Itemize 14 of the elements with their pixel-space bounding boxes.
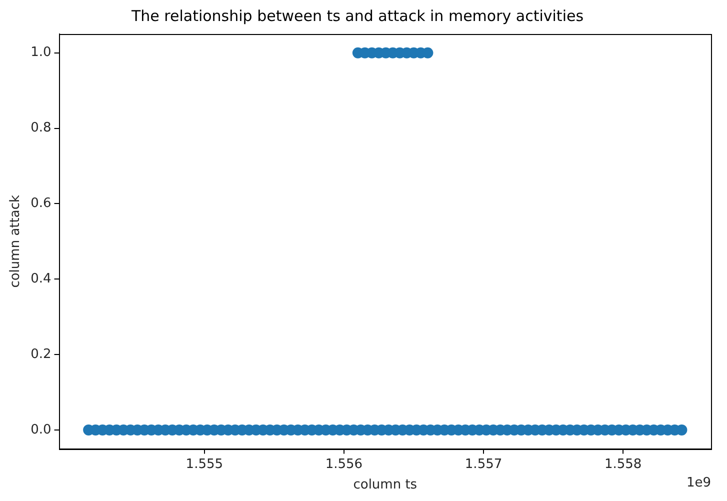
y-tick-label: 0.8 — [30, 120, 52, 136]
x-tick-label: 1.556 — [325, 456, 363, 472]
text: 1e9 — [686, 476, 711, 491]
x-tick-label: 1.557 — [464, 456, 502, 472]
y-axis-title: column attack — [8, 194, 24, 288]
y-tick-label: 0.2 — [30, 346, 52, 362]
chart-title: The relationship between ts and attack in memory activities — [130, 6, 584, 25]
y-tick-label: 0.0 — [30, 422, 52, 438]
x-tick-label: 1.558 — [604, 456, 642, 472]
y-tick-label: 0.4 — [30, 271, 52, 286]
y-tick-label: 0.6 — [30, 196, 52, 212]
y-tick-label: 1.0 — [30, 45, 52, 60]
x-axis-title: column ts — [353, 478, 418, 493]
x-tick-label: 1.555 — [186, 456, 224, 472]
